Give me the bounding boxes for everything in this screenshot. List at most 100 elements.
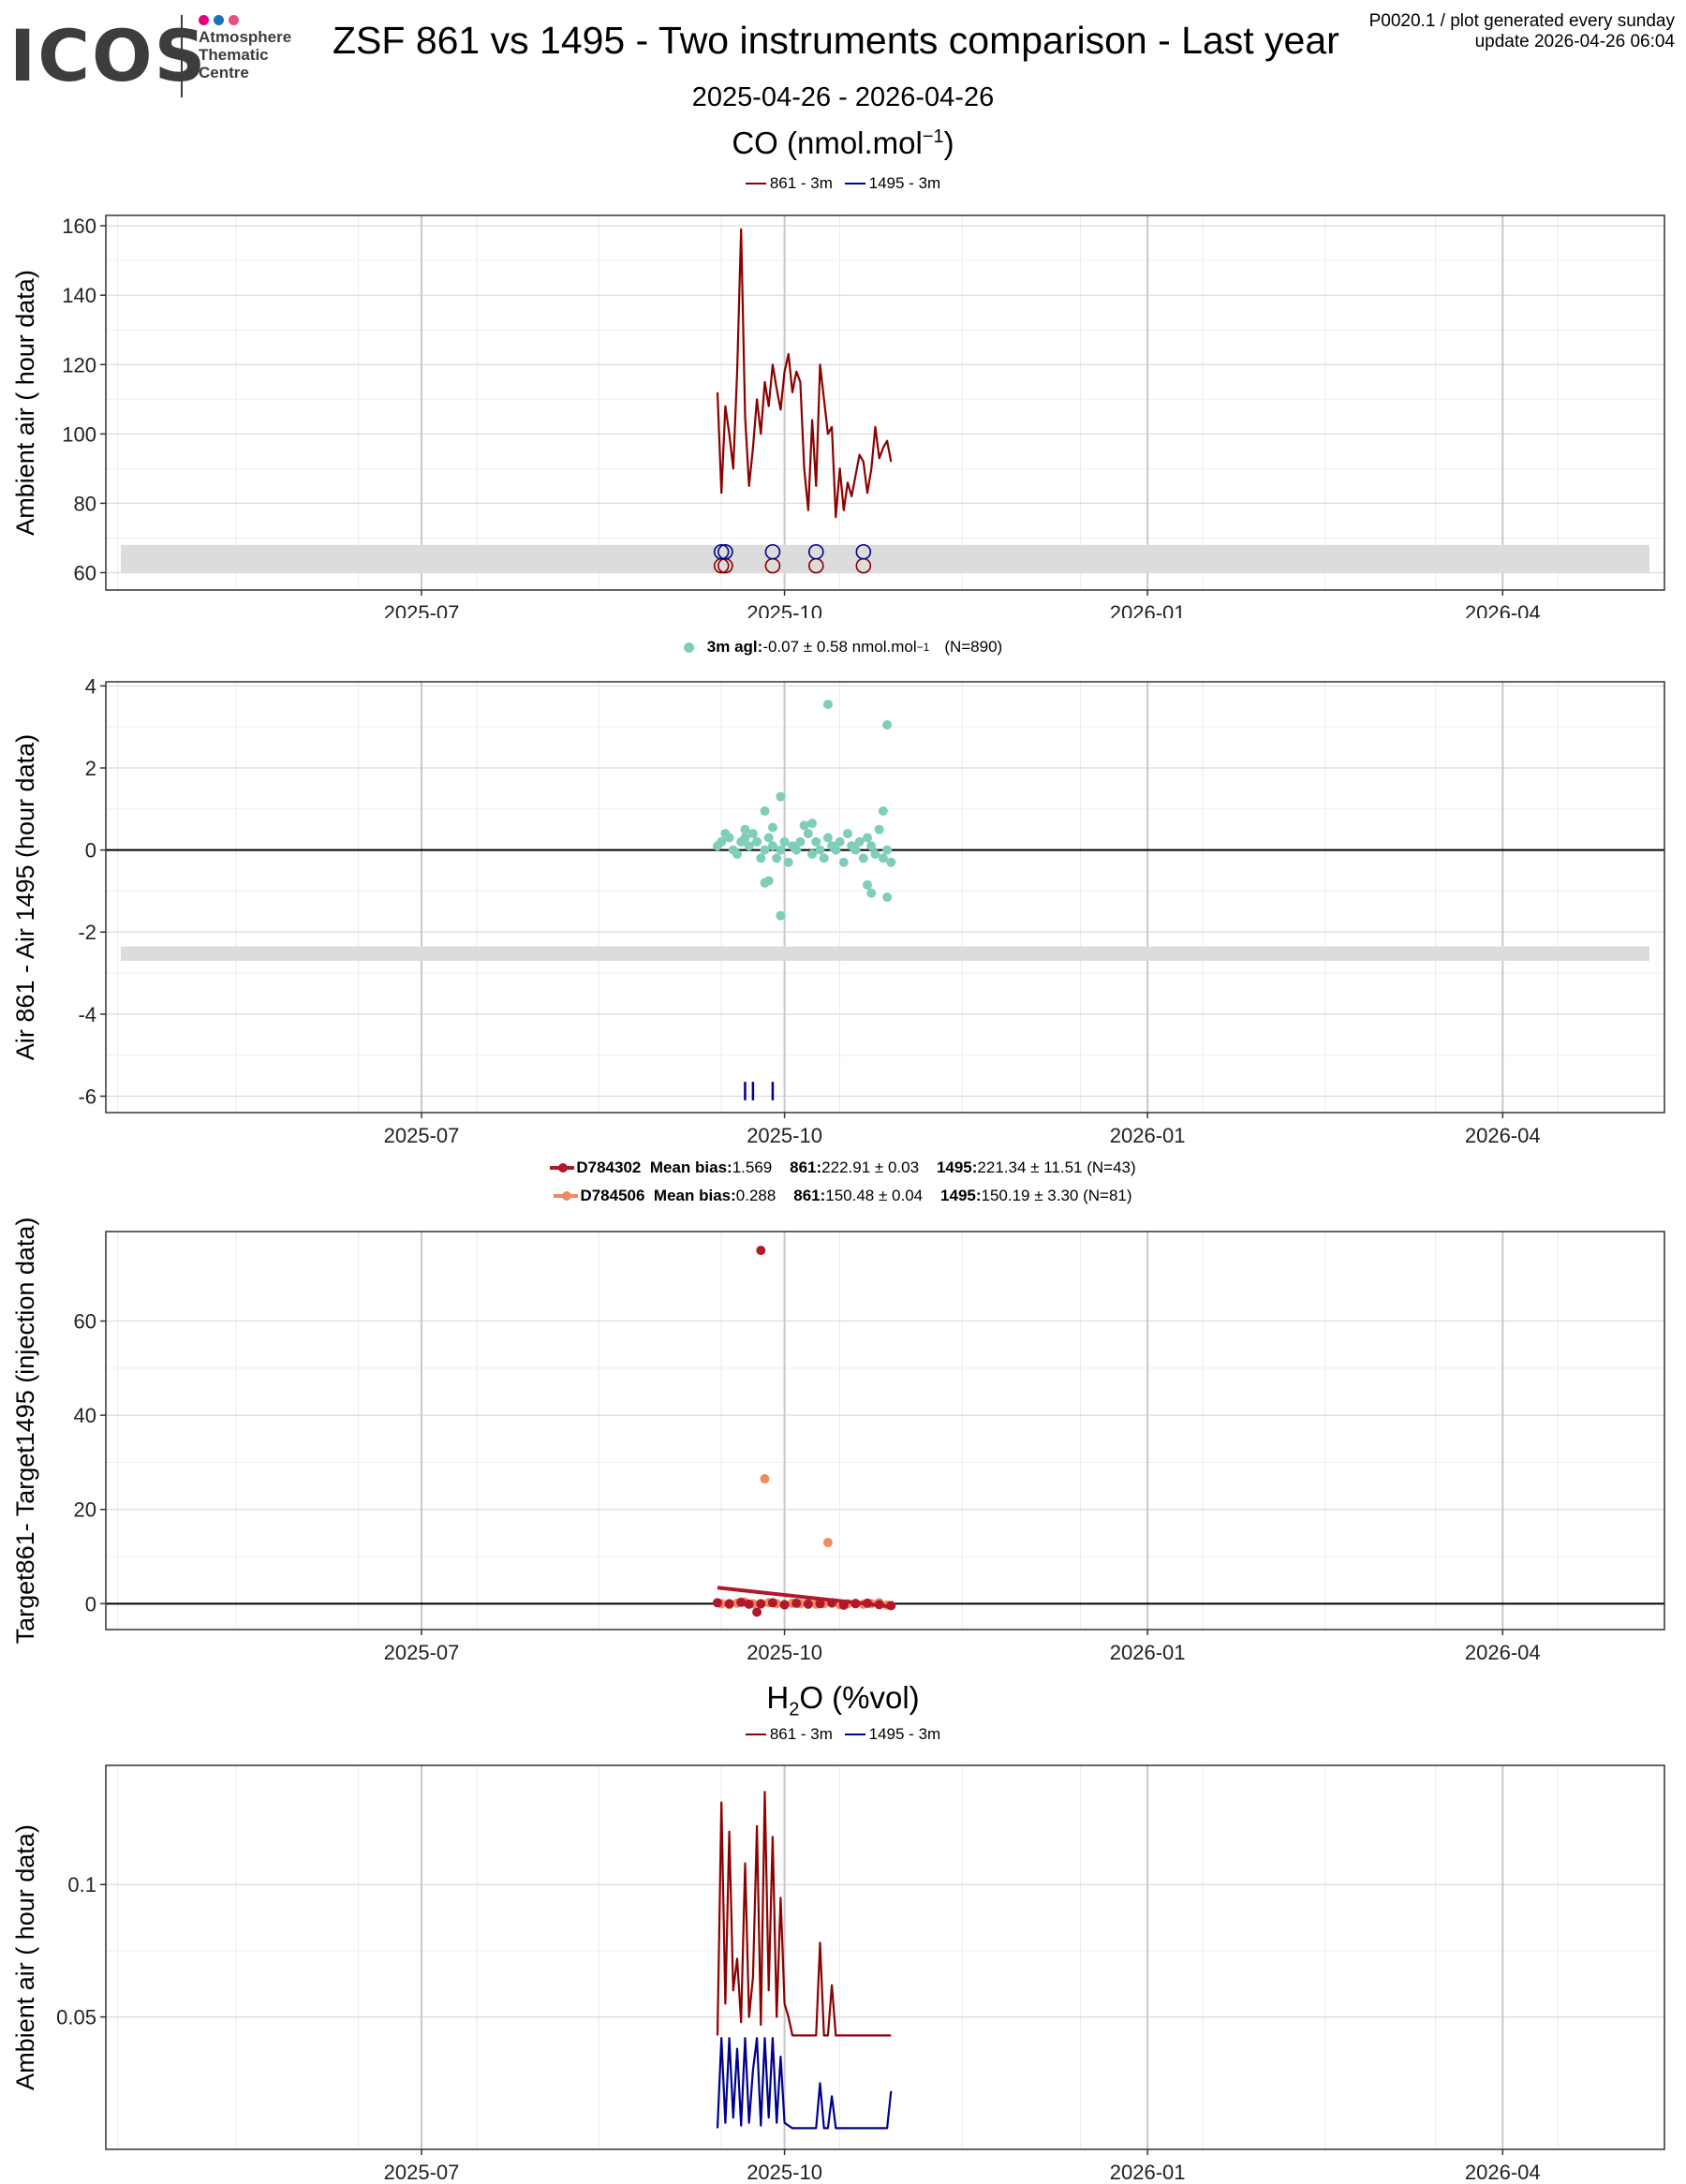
target-point: [736, 1597, 747, 1607]
x-tick-label: 2025-10: [747, 601, 822, 618]
warning-band: [121, 544, 1649, 573]
diff-point: [783, 857, 793, 867]
page-title: ZSF 861 vs 1495 - Two instruments compar…: [333, 19, 1339, 62]
y-tick-label: 4: [85, 674, 96, 698]
co-chart: 60 80 100 120 140 160 2025-07 2025-10 2026-01 202…: [11, 214, 1665, 618]
diff-point: [724, 833, 734, 843]
y-tick-label: -2: [78, 921, 96, 944]
y-tick-label: 100: [62, 422, 96, 446]
legend-swatch: [844, 1734, 865, 1735]
diff-point: [831, 845, 841, 855]
plot-schedule-text: P0020.1 / plot generated every sunday: [1368, 11, 1675, 31]
legend-value: 1.569: [732, 1158, 773, 1176]
flag-marker: [855, 543, 872, 560]
x-tick-label: 2026-04: [1465, 2161, 1541, 2184]
target-point: [712, 1598, 722, 1608]
y-axis-label: Target861- Target1495 (injection data): [11, 1217, 39, 1644]
diff-point: [767, 841, 777, 851]
diff-point: [763, 833, 774, 843]
legend-bold: D784506: [580, 1187, 645, 1204]
update-info: P0020.1 / plot generated every sunday up…: [1369, 11, 1675, 52]
diff-point: [717, 836, 727, 847]
legend-count: (N=890): [944, 638, 1003, 656]
diff-point: [752, 836, 762, 847]
legend-sup: −1: [916, 641, 930, 654]
logo-dot-3: [229, 15, 239, 25]
plot-frame: [105, 1764, 1665, 2150]
legend-item: 3m agl: -0.07 ± 0.58 nmol.mol −1 (N=890): [683, 638, 1003, 657]
trend-line: [717, 1586, 892, 1609]
x-tick-label: 2025-07: [384, 1641, 460, 1664]
diff-point: [819, 853, 829, 863]
diff-point: [772, 853, 782, 863]
h2o-section-title: H2O (%vol): [0, 1680, 1686, 1721]
y-tick-label: 160: [62, 214, 96, 238]
diff-point: [850, 845, 861, 855]
diff-point: [744, 841, 754, 851]
y-tick-label: 80: [74, 492, 96, 515]
diff-point: [811, 836, 821, 847]
legend-item: D784302 Mean bias: 1.569 861: 222.91 ± 0…: [550, 1158, 1136, 1177]
co-861-line: [716, 228, 893, 519]
target-point: [724, 1599, 734, 1609]
logo-sub-line: Centre: [199, 64, 249, 81]
diff-point: [803, 829, 813, 839]
diff-point: [854, 836, 865, 847]
diff-point: [807, 849, 818, 859]
legend-bold: 3m agl:: [706, 638, 763, 656]
legend-bold: 861:: [790, 1158, 822, 1176]
y-tick-label: 20: [74, 1498, 96, 1522]
x-tick-label: 2026-01: [1110, 601, 1186, 618]
update-timestamp: update 2026-04-26 06:04: [1474, 32, 1675, 52]
logo-sub-line: Atmosphere: [199, 28, 292, 46]
co-title-sup: −1: [922, 126, 944, 147]
diff-point: [760, 878, 770, 888]
y-tick-label: 120: [62, 353, 96, 376]
diff-chart: -6 -4 -2 0 2 4 2025-07 2025-10 2026-01 2026-04 Air…: [11, 674, 1665, 1147]
target-point: [752, 1607, 762, 1617]
x-tick-label: 2025-10: [747, 1124, 822, 1147]
target-point: [791, 1598, 802, 1608]
x-tick-label: 2025-07: [384, 601, 460, 618]
y-tick-label: 0: [85, 839, 96, 863]
diff-point: [886, 857, 896, 867]
diff-point: [882, 845, 893, 855]
diff-point: [882, 893, 893, 902]
diff-point: [791, 845, 802, 855]
diff-point: [870, 849, 880, 859]
diff-point: [874, 824, 884, 834]
target-chart: 0 20 40 60 2025-07 2025-10 2026-01 2026-04 Targe…: [11, 1217, 1665, 1664]
h2o-title-a: H: [766, 1680, 790, 1715]
y-axis-label: Air 861 - Air 1495 (hour data): [11, 734, 39, 1060]
target-point: [779, 1600, 790, 1610]
warning-band: [121, 946, 1649, 961]
diff-point: [878, 806, 888, 816]
legend-bold: Mean bias:: [649, 1158, 732, 1176]
y-tick-label: 140: [62, 284, 96, 307]
x-tick-label: 2025-07: [384, 2161, 460, 2184]
legend-item: 1495 - 3m: [844, 174, 940, 193]
legend-line: [550, 1163, 575, 1173]
legend-value: 222.91 ± 0.03: [821, 1158, 920, 1176]
x-tick-label: 2026-04: [1465, 1641, 1541, 1664]
diff-point: [799, 820, 809, 831]
legend-item: D784506 Mean bias: 0.288 861: 150.48 ± 0…: [554, 1187, 1132, 1205]
diff-point: [835, 836, 845, 847]
plot-frame: [105, 1231, 1665, 1631]
legend-value: 150.19 ± 3.30 (N=81): [981, 1187, 1132, 1204]
legend-label: 861 - 3m: [769, 174, 833, 192]
target-point: [756, 1599, 766, 1609]
target-point: [767, 1598, 777, 1608]
y-tick-label: 40: [74, 1404, 96, 1427]
diff-point: [767, 822, 777, 833]
y-tick-label: 0.1: [67, 1873, 96, 1896]
legend-item: 1495 - 3m: [844, 1725, 940, 1744]
y-tick-label: 60: [74, 1310, 96, 1334]
diff-point: [858, 853, 868, 863]
y-axis-label: Ambient air ( hour data): [11, 1824, 39, 2090]
legend-swatch: [844, 183, 865, 184]
legend-bold: Mean bias:: [653, 1187, 736, 1204]
legend-stat: -0.07 ± 0.58 nmol.mol: [762, 638, 917, 656]
legend-bold: 1495:: [936, 1158, 978, 1176]
diff-point: [866, 888, 877, 898]
